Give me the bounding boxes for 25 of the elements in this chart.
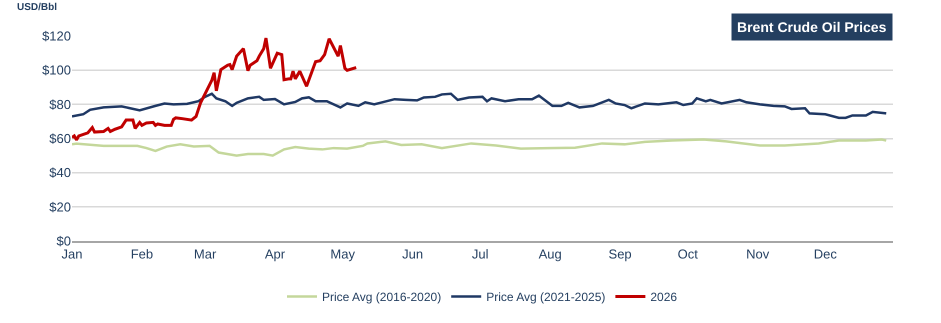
y-tick-label: $40 (49, 165, 71, 180)
legend-label: Price Avg (2021-2025) (486, 290, 606, 304)
line-series (72, 36, 358, 142)
chart-title: Brent Crude Oil Prices (737, 19, 887, 35)
x-tick-label: Aug (538, 246, 562, 262)
x-tick-label: Apr (264, 246, 286, 262)
x-tick-label: Feb (130, 246, 154, 262)
x-tick-label: Sep (608, 246, 632, 262)
y-tick-label: $60 (49, 131, 71, 146)
x-tick-label: Oct (678, 246, 698, 262)
y-tick-label: $120 (42, 28, 71, 44)
x-tick-label: Nov (746, 246, 770, 262)
x-tick-label: Mar (194, 246, 217, 262)
y-axis-title: USD/Bbl (17, 2, 58, 13)
y-tick-label: $0 (56, 234, 71, 249)
x-tick-label: Dec (814, 246, 838, 262)
x-tick-label: Jan (62, 246, 82, 262)
x-tick-label: Jun (402, 246, 424, 262)
y-tick-label: $100 (42, 62, 71, 78)
x-tick-label: Jul (472, 246, 489, 262)
y-tick-label: $20 (49, 199, 71, 214)
legend-label: Price Avg (2016-2020) (322, 290, 442, 304)
x-tick-label: May (330, 246, 356, 262)
legend-label: 2026 (650, 290, 678, 304)
y-tick-label: $80 (49, 96, 71, 112)
